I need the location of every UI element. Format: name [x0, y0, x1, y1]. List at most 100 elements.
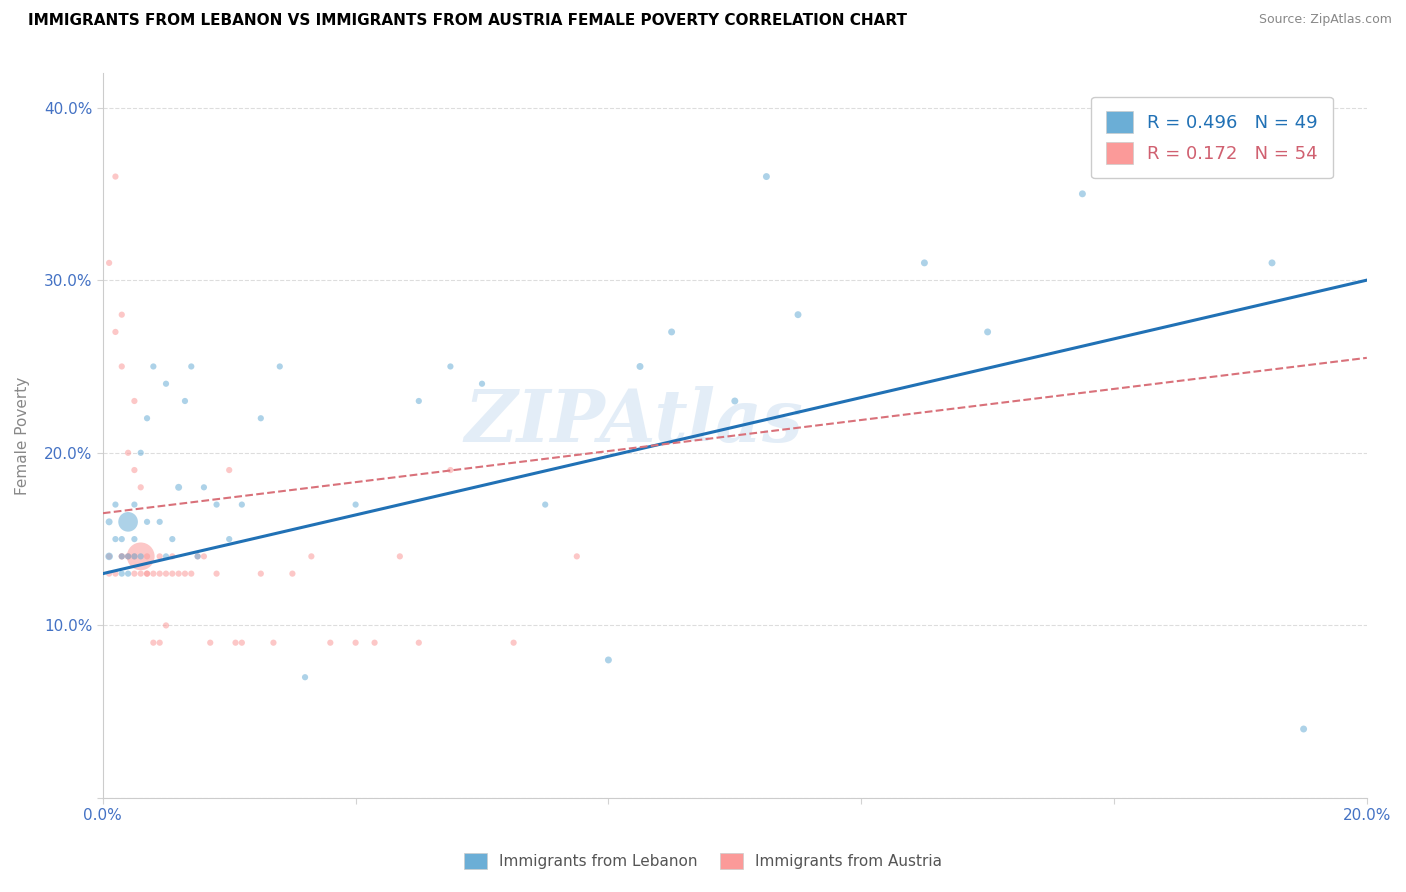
Point [129, 480, 152, 494]
Point [142, 636, 165, 650]
Point [129, 566, 152, 581]
Point [231, 498, 253, 512]
Point [269, 359, 291, 374]
Point [628, 359, 651, 374]
Point [294, 670, 316, 684]
Point [205, 498, 228, 512]
Point [225, 636, 247, 650]
Point [155, 566, 177, 581]
Point [104, 566, 127, 581]
Point [124, 463, 146, 477]
Point [155, 376, 177, 391]
Point [117, 549, 139, 564]
Point [104, 169, 127, 184]
Point [174, 394, 197, 409]
Point [167, 566, 190, 581]
Point [193, 549, 215, 564]
Point [111, 549, 134, 564]
Point [319, 636, 342, 650]
Text: ZIPAtlas: ZIPAtlas [464, 385, 803, 457]
Point [249, 566, 271, 581]
Point [124, 498, 146, 512]
Point [136, 515, 159, 529]
Point [976, 325, 998, 339]
Point [98, 549, 121, 564]
Point [755, 169, 778, 184]
Point [98, 256, 121, 270]
Point [149, 566, 172, 581]
Point [187, 549, 209, 564]
Point [117, 446, 139, 460]
Point [408, 636, 430, 650]
Point [124, 394, 146, 409]
Point [124, 549, 146, 564]
Point [180, 566, 202, 581]
Point [136, 566, 159, 581]
Point [98, 549, 121, 564]
Point [167, 480, 190, 494]
Point [149, 549, 172, 564]
Point [231, 636, 253, 650]
Point [117, 549, 139, 564]
Point [363, 636, 385, 650]
Point [162, 566, 184, 581]
Point [787, 308, 810, 322]
Point [136, 411, 159, 425]
Point [124, 566, 146, 581]
Point [193, 480, 215, 494]
Point [218, 532, 240, 546]
Point [388, 549, 411, 564]
Point [218, 463, 240, 477]
Text: Source: ZipAtlas.com: Source: ZipAtlas.com [1258, 13, 1392, 27]
Point [471, 376, 494, 391]
Point [249, 411, 271, 425]
Point [149, 636, 172, 650]
Point [98, 566, 121, 581]
Point [205, 566, 228, 581]
Point [111, 359, 134, 374]
Point [124, 549, 146, 564]
Point [162, 532, 184, 546]
Point [565, 549, 588, 564]
Point [124, 532, 146, 546]
Point [162, 549, 184, 564]
Point [104, 498, 127, 512]
Point [439, 463, 461, 477]
Point [111, 566, 134, 581]
Point [142, 566, 165, 581]
Point [117, 515, 139, 529]
Point [598, 653, 620, 667]
Point [104, 325, 127, 339]
Point [281, 566, 304, 581]
Point [912, 256, 935, 270]
Point [142, 359, 165, 374]
Point [129, 549, 152, 564]
Point [155, 618, 177, 632]
Point [117, 566, 139, 581]
Point [111, 549, 134, 564]
Point [408, 394, 430, 409]
Legend: R = 0.496   N = 49, R = 0.172   N = 54: R = 0.496 N = 49, R = 0.172 N = 54 [1091, 96, 1333, 178]
Point [149, 515, 172, 529]
Point [111, 308, 134, 322]
Point [200, 636, 222, 650]
Point [129, 549, 152, 564]
Point [136, 566, 159, 581]
Point [724, 394, 747, 409]
Y-axis label: Female Poverty: Female Poverty [15, 376, 30, 495]
Point [174, 566, 197, 581]
Point [187, 549, 209, 564]
Point [534, 498, 557, 512]
Point [111, 532, 134, 546]
Text: IMMIGRANTS FROM LEBANON VS IMMIGRANTS FROM AUSTRIA FEMALE POVERTY CORRELATION CH: IMMIGRANTS FROM LEBANON VS IMMIGRANTS FR… [28, 13, 907, 29]
Point [1071, 186, 1094, 201]
Point [439, 359, 461, 374]
Point [117, 549, 139, 564]
Point [98, 515, 121, 529]
Point [262, 636, 284, 650]
Point [111, 549, 134, 564]
Point [104, 532, 127, 546]
Point [661, 325, 683, 339]
Point [129, 446, 152, 460]
Point [344, 636, 367, 650]
